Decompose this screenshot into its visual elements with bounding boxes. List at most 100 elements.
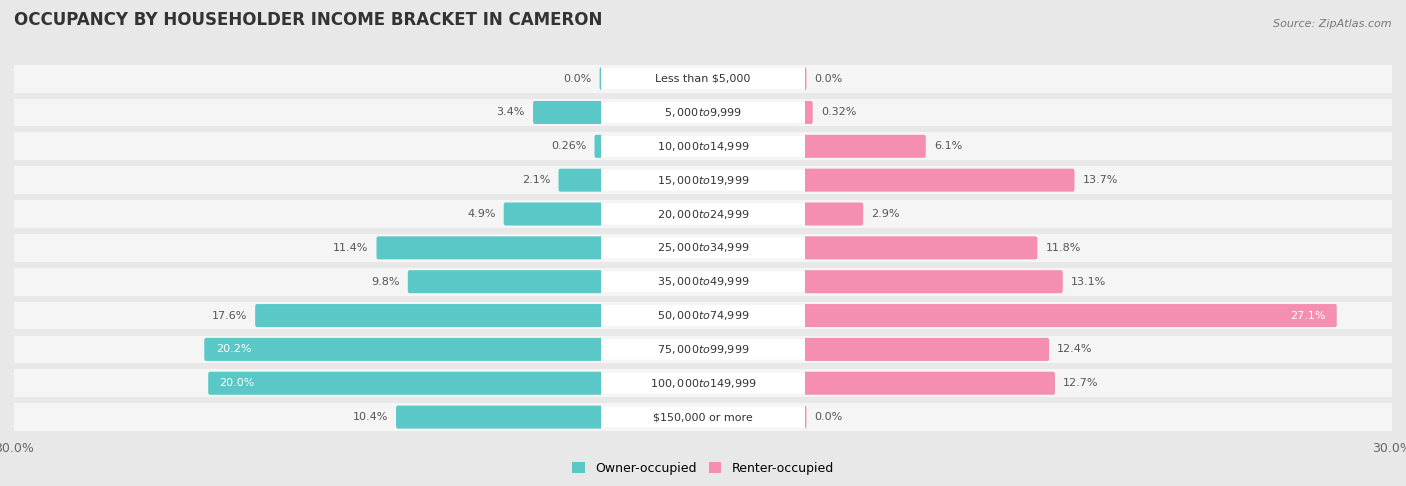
FancyBboxPatch shape — [595, 339, 811, 360]
Text: $150,000 or more: $150,000 or more — [654, 412, 752, 422]
Bar — [14, 65, 602, 92]
Text: 13.7%: 13.7% — [1083, 175, 1118, 185]
Bar — [602, 200, 804, 228]
Bar — [14, 302, 602, 330]
FancyBboxPatch shape — [803, 338, 1049, 361]
Bar — [14, 234, 602, 262]
Text: 0.26%: 0.26% — [551, 141, 586, 151]
FancyBboxPatch shape — [803, 203, 863, 226]
Text: Less than $5,000: Less than $5,000 — [655, 73, 751, 84]
Bar — [804, 200, 1392, 228]
Text: 20.0%: 20.0% — [219, 378, 254, 388]
Text: Source: ZipAtlas.com: Source: ZipAtlas.com — [1274, 19, 1392, 29]
Bar — [602, 65, 804, 92]
Text: 17.6%: 17.6% — [211, 311, 247, 321]
Text: 13.1%: 13.1% — [1071, 277, 1107, 287]
Text: $25,000 to $34,999: $25,000 to $34,999 — [657, 242, 749, 254]
FancyBboxPatch shape — [533, 101, 603, 124]
Text: $75,000 to $99,999: $75,000 to $99,999 — [657, 343, 749, 356]
FancyBboxPatch shape — [408, 270, 603, 293]
FancyBboxPatch shape — [595, 305, 811, 326]
Bar — [804, 133, 1392, 160]
Bar — [14, 99, 602, 126]
Text: OCCUPANCY BY HOUSEHOLDER INCOME BRACKET IN CAMERON: OCCUPANCY BY HOUSEHOLDER INCOME BRACKET … — [14, 11, 602, 29]
Bar — [804, 234, 1392, 262]
FancyBboxPatch shape — [208, 372, 603, 395]
FancyBboxPatch shape — [803, 169, 1074, 191]
Text: 0.0%: 0.0% — [814, 73, 842, 84]
FancyBboxPatch shape — [803, 304, 1337, 327]
Text: 11.4%: 11.4% — [333, 243, 368, 253]
FancyBboxPatch shape — [595, 271, 811, 292]
Bar — [14, 369, 602, 397]
Bar — [804, 302, 1392, 330]
FancyBboxPatch shape — [595, 237, 811, 259]
Bar — [14, 403, 602, 431]
Text: 9.8%: 9.8% — [371, 277, 399, 287]
FancyBboxPatch shape — [803, 270, 1063, 293]
Bar — [602, 369, 804, 397]
Bar — [602, 403, 804, 431]
FancyBboxPatch shape — [803, 406, 807, 429]
FancyBboxPatch shape — [595, 407, 811, 428]
Text: 0.0%: 0.0% — [564, 73, 592, 84]
Bar — [602, 302, 804, 330]
Text: $100,000 to $149,999: $100,000 to $149,999 — [650, 377, 756, 390]
Text: $5,000 to $9,999: $5,000 to $9,999 — [664, 106, 742, 119]
Bar — [14, 200, 602, 228]
FancyBboxPatch shape — [595, 136, 811, 157]
Text: 12.7%: 12.7% — [1063, 378, 1098, 388]
Text: 0.0%: 0.0% — [814, 412, 842, 422]
Text: $35,000 to $49,999: $35,000 to $49,999 — [657, 275, 749, 288]
FancyBboxPatch shape — [803, 236, 1038, 260]
FancyBboxPatch shape — [558, 169, 603, 191]
FancyBboxPatch shape — [595, 102, 811, 123]
Bar — [14, 268, 602, 295]
Bar — [602, 133, 804, 160]
Text: 12.4%: 12.4% — [1057, 345, 1092, 354]
Bar — [14, 335, 602, 363]
FancyBboxPatch shape — [595, 204, 811, 225]
Bar — [804, 99, 1392, 126]
Bar — [602, 99, 804, 126]
Bar — [14, 166, 602, 194]
Bar — [804, 268, 1392, 295]
FancyBboxPatch shape — [803, 135, 925, 158]
Bar — [804, 369, 1392, 397]
Bar — [804, 65, 1392, 92]
FancyBboxPatch shape — [503, 203, 603, 226]
FancyBboxPatch shape — [803, 101, 813, 124]
Text: 0.32%: 0.32% — [821, 107, 856, 118]
Bar — [804, 335, 1392, 363]
FancyBboxPatch shape — [595, 135, 603, 158]
Text: $15,000 to $19,999: $15,000 to $19,999 — [657, 174, 749, 187]
Text: $10,000 to $14,999: $10,000 to $14,999 — [657, 140, 749, 153]
Text: 3.4%: 3.4% — [496, 107, 524, 118]
Text: 10.4%: 10.4% — [353, 412, 388, 422]
Text: 6.1%: 6.1% — [934, 141, 962, 151]
Text: 2.9%: 2.9% — [872, 209, 900, 219]
Bar — [804, 403, 1392, 431]
FancyBboxPatch shape — [377, 236, 603, 260]
Text: $20,000 to $24,999: $20,000 to $24,999 — [657, 208, 749, 221]
Text: 20.2%: 20.2% — [215, 345, 252, 354]
Bar — [804, 166, 1392, 194]
FancyBboxPatch shape — [204, 338, 603, 361]
FancyBboxPatch shape — [396, 406, 603, 429]
Text: 2.1%: 2.1% — [522, 175, 550, 185]
FancyBboxPatch shape — [803, 67, 807, 90]
Bar — [602, 268, 804, 295]
FancyBboxPatch shape — [595, 170, 811, 191]
FancyBboxPatch shape — [595, 68, 811, 89]
FancyBboxPatch shape — [595, 373, 811, 394]
Text: $50,000 to $74,999: $50,000 to $74,999 — [657, 309, 749, 322]
FancyBboxPatch shape — [803, 372, 1054, 395]
Bar — [602, 166, 804, 194]
Text: 11.8%: 11.8% — [1046, 243, 1081, 253]
Bar — [602, 234, 804, 262]
FancyBboxPatch shape — [599, 67, 603, 90]
Bar — [14, 133, 602, 160]
FancyBboxPatch shape — [254, 304, 603, 327]
Text: 4.9%: 4.9% — [467, 209, 495, 219]
Text: 27.1%: 27.1% — [1289, 311, 1326, 321]
